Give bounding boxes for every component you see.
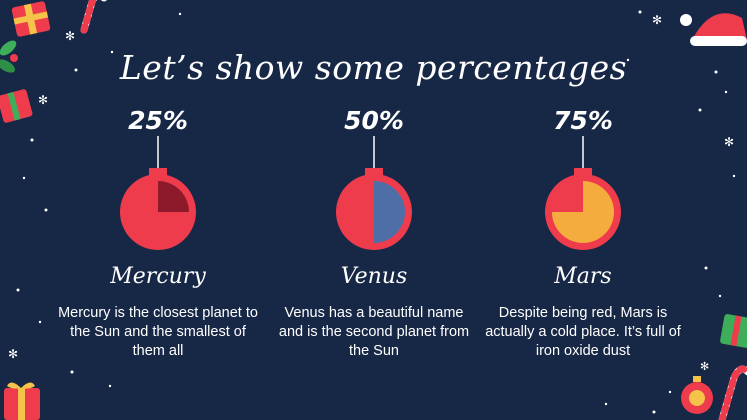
ornament-cap [574,168,592,176]
ornament-cap [365,168,383,176]
planet-description: Mercury is the closest planet to the Sun… [58,305,258,359]
candy-cane-icon [80,0,107,34]
bauble-icon [681,376,713,414]
snowflake-icon: ✻ [724,135,734,149]
percent-fill [552,181,614,243]
planet-name: Venus [340,264,408,289]
planet-description: Venus has a beautiful name and is the se… [278,305,470,359]
ornament-cap [149,168,167,176]
ornament-pie [336,136,412,250]
gift-icon [0,89,33,123]
slide-title: Let’s show some percentages [119,48,628,87]
gift-icon [4,382,40,420]
santa-hat-icon [680,13,747,46]
ornament-pie [545,136,621,250]
snowflake-icon: ✻ [700,360,709,373]
gift-icon [720,314,747,348]
snowflake-icon: ✻ [8,347,18,361]
percent-label: 25% [128,106,188,135]
snowflake-icon: ✻ [652,13,662,27]
percent-fill [158,181,189,212]
percent-label: 50% [344,106,404,135]
snowflake-icon: ✻ [65,29,75,43]
gift-icon [11,1,51,37]
percent-label: 75% [553,106,613,135]
ornament-pie [120,136,196,250]
planet-name: Mars [554,264,612,289]
candy-cane-icon [718,365,747,420]
snowflake-icon: ✻ [38,93,48,107]
percent-fill [374,181,405,243]
planet-description: Despite being red, Mars is actually a co… [485,305,681,359]
planet-name: Mercury [110,264,206,289]
